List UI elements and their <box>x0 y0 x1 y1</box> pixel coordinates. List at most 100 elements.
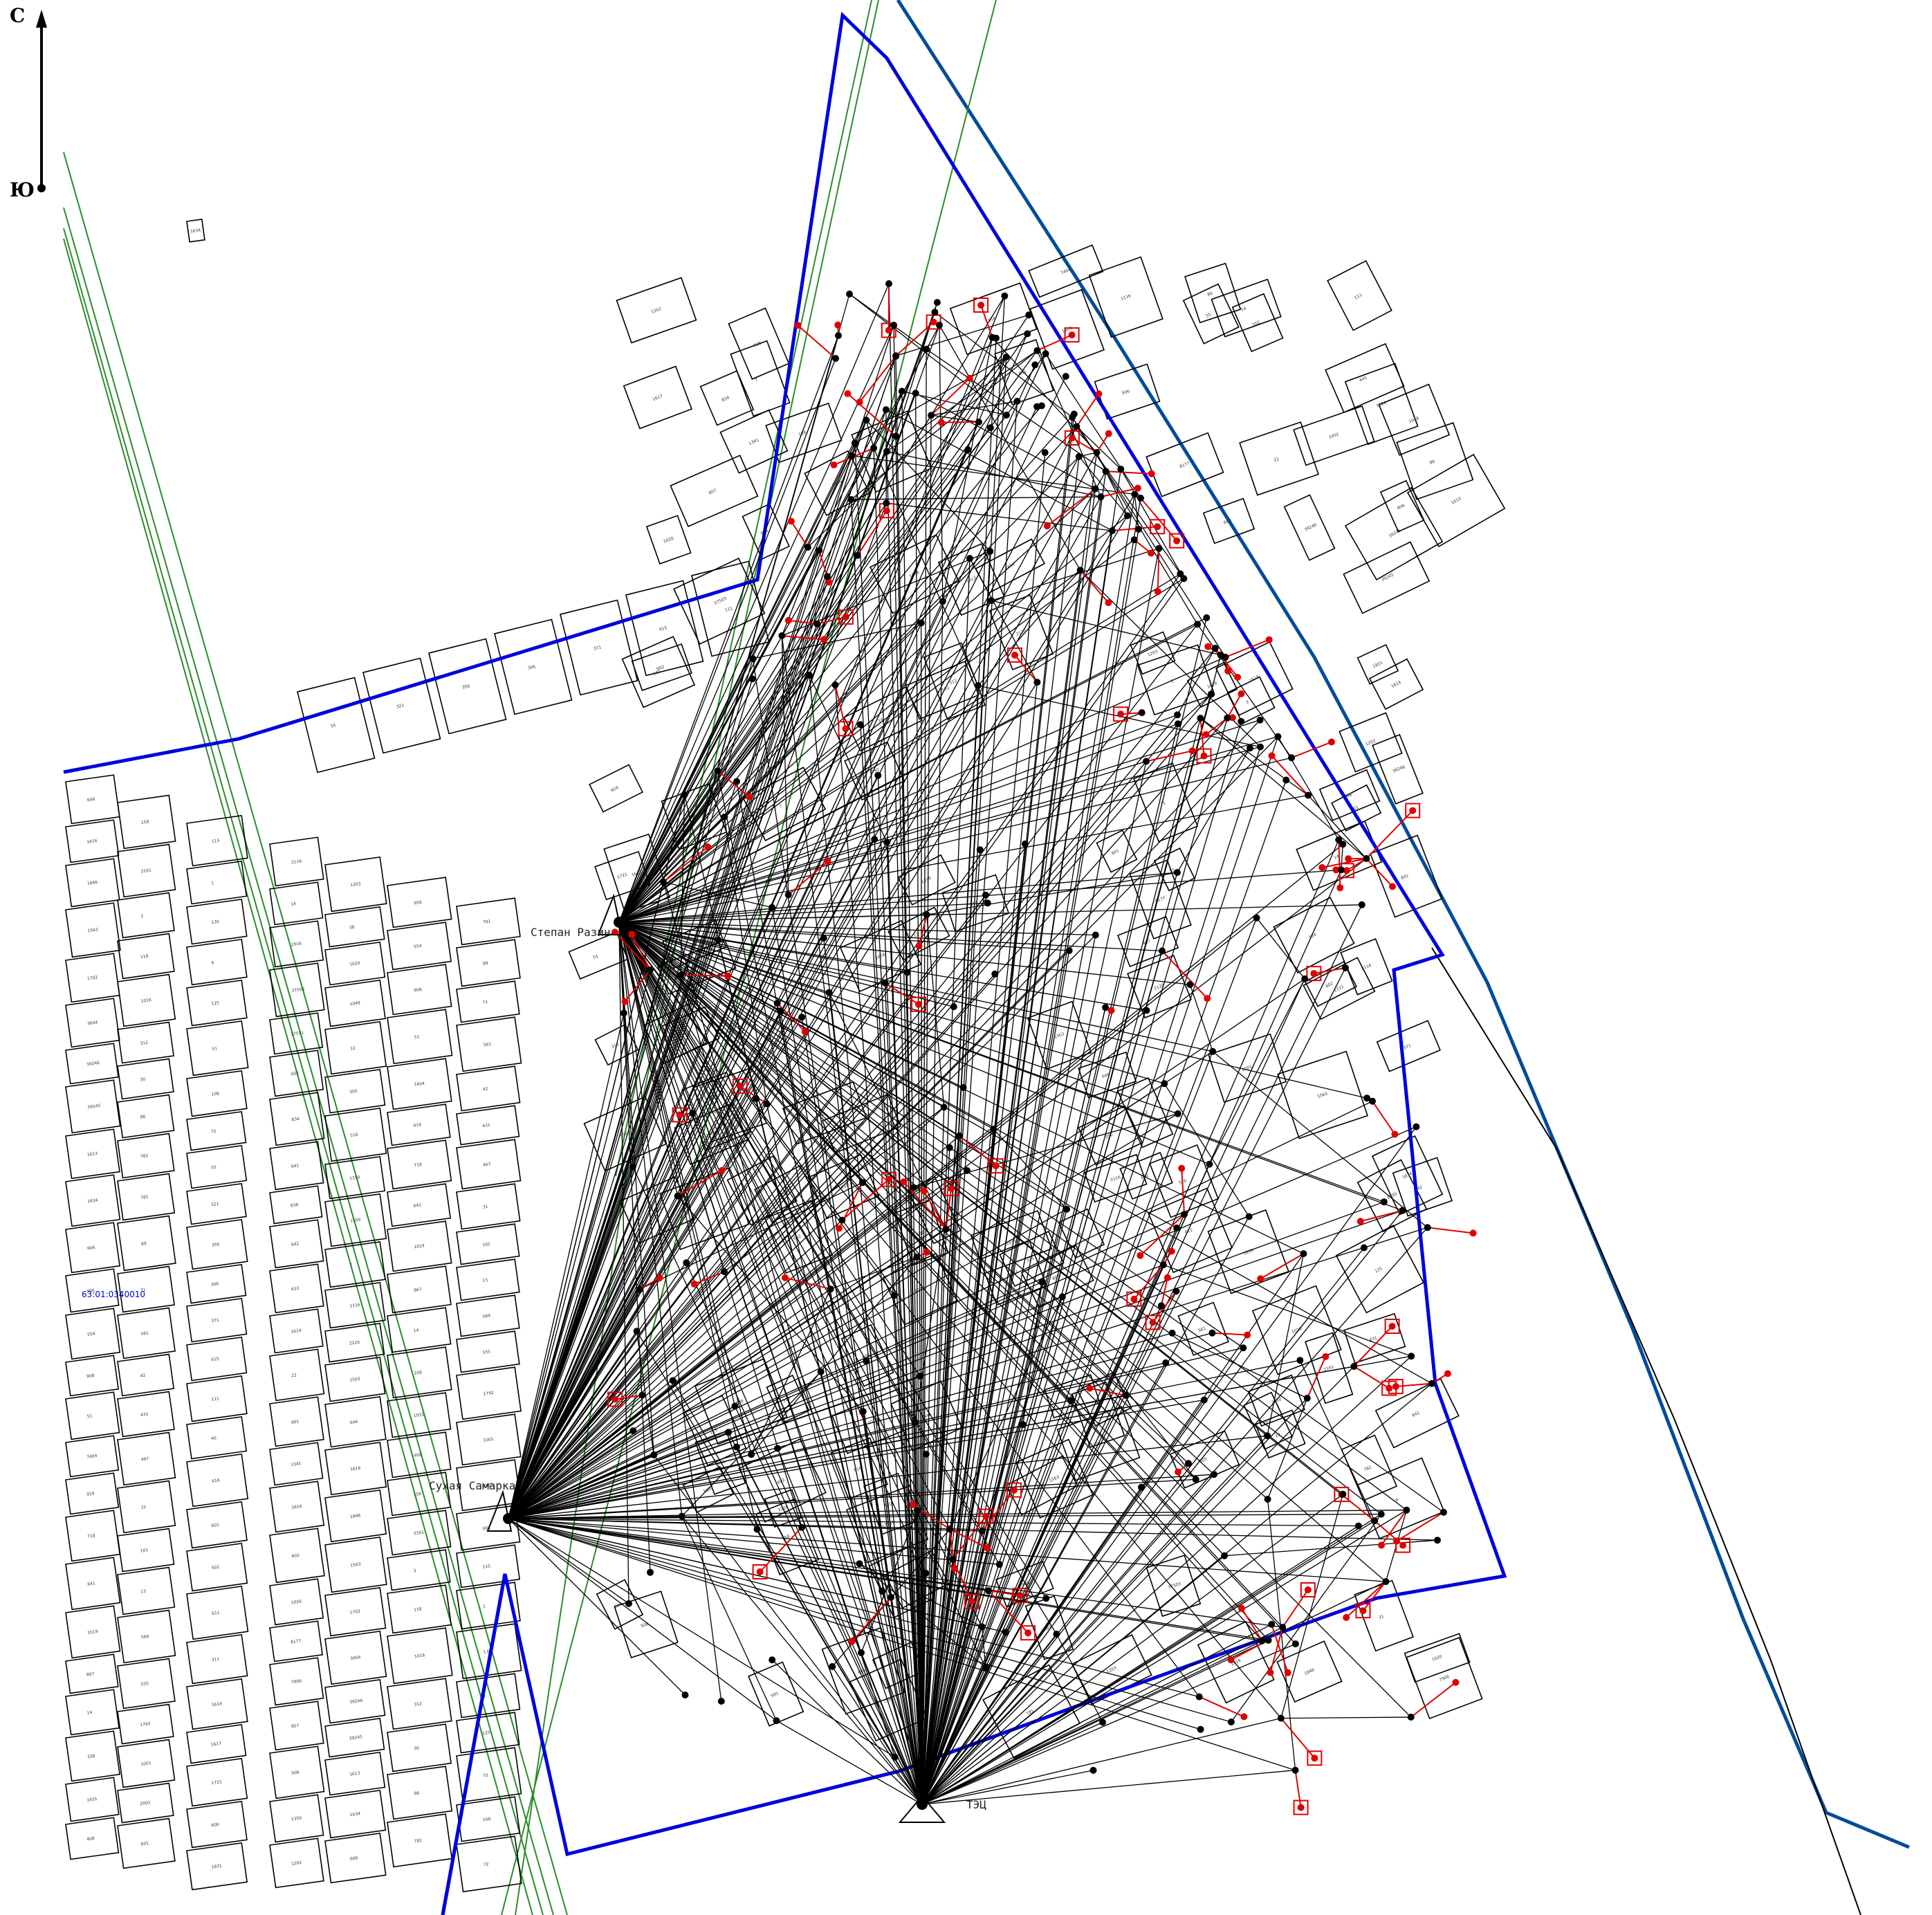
parcel-number: 14 <box>1240 306 1247 312</box>
survey-point <box>1172 1288 1180 1295</box>
parcel-number: 1001 <box>483 1437 494 1443</box>
parcel-number: 55 <box>1205 312 1212 319</box>
secondary-point <box>1311 1754 1318 1762</box>
parcel-number: 51 <box>414 1034 420 1040</box>
north-arrow-icon: С Ю <box>10 4 47 201</box>
parcel-number: 1702 <box>349 1609 360 1615</box>
survey-point <box>1337 866 1345 874</box>
survey-point <box>636 1285 644 1293</box>
survey-point <box>689 1110 697 1117</box>
parcel-number: 130 <box>211 919 219 926</box>
survey-point <box>885 280 892 287</box>
survey-point <box>959 1084 967 1091</box>
survey-point <box>1221 1552 1229 1559</box>
parcel-number: 1831 <box>211 1864 222 1870</box>
survey-point <box>1303 1395 1311 1402</box>
parcel-number: 1616 <box>291 1504 302 1510</box>
parcel-number: 2120 <box>349 1340 360 1346</box>
parcel-number: 2001 <box>483 1483 494 1489</box>
parcel-number: 1203 <box>1147 649 1159 657</box>
parcel-number: 371 <box>211 1318 219 1324</box>
parcel-number: 919 <box>413 1122 421 1128</box>
survey-point <box>1117 466 1125 473</box>
survey-point <box>1131 491 1139 498</box>
survey-point <box>1380 1198 1388 1206</box>
survey-point <box>831 681 839 688</box>
parcel-number: 3604 <box>87 1020 98 1026</box>
parcel-number: 14 <box>413 1328 419 1333</box>
secondary-point <box>787 517 795 525</box>
survey-point <box>991 970 999 978</box>
parcel-number: 505 <box>770 1691 779 1698</box>
survey-point <box>1042 1595 1050 1602</box>
parcel-number: 1202 <box>291 1860 302 1867</box>
secondary-point <box>801 1028 809 1036</box>
secondary-point <box>966 374 973 382</box>
survey-point <box>784 891 792 899</box>
survey-point <box>1208 1329 1216 1337</box>
survey-point <box>638 1391 646 1399</box>
parcel-number: 158 <box>140 819 149 825</box>
secondary-point <box>1204 995 1211 1002</box>
parcel-number: 1203 <box>350 881 361 888</box>
parcel-number: 1341 <box>748 437 760 446</box>
survey-point <box>1291 1766 1299 1774</box>
survey-point <box>1428 1380 1435 1387</box>
survey-point <box>1024 330 1031 338</box>
parcel-number: 118 <box>896 1579 905 1586</box>
secondary-point <box>1068 331 1076 339</box>
parcel-number: 611 <box>1184 1227 1193 1235</box>
survey-points <box>611 280 1477 1811</box>
parcel-number: 39246 <box>1392 764 1406 774</box>
survey-point <box>1203 614 1211 621</box>
secondary-point <box>1318 864 1326 871</box>
parcel-number: 1503 <box>1061 326 1073 334</box>
survey-point <box>1407 1714 1415 1721</box>
parcel-number: 431 <box>482 1123 490 1129</box>
survey-point <box>922 1450 930 1458</box>
parcel-number: 1702 <box>87 975 98 981</box>
parcel-number: 467 <box>483 1162 491 1168</box>
parcel-number: 611 <box>914 1286 923 1294</box>
parcel-number: 1616 <box>1249 675 1260 684</box>
parcel-number: 51 <box>592 953 599 960</box>
parcel-number: 1 <box>483 1604 486 1609</box>
parcel-number: 1001 <box>140 1761 151 1767</box>
survey-point <box>890 1292 898 1299</box>
secondary-point <box>756 1568 764 1575</box>
parcel-number: 7 <box>778 803 783 809</box>
secondary-point <box>1389 883 1396 890</box>
parcel-number: 561 <box>140 1330 149 1337</box>
survey-point <box>1155 544 1163 552</box>
secondary-point <box>1393 1537 1400 1545</box>
station-label: Сухая Самарка <box>429 1479 515 1492</box>
secondary-point <box>1345 855 1352 863</box>
parcel-number: 38 <box>1076 1231 1083 1238</box>
south-label: Ю <box>10 178 35 201</box>
parcel-number: 89 <box>141 1241 147 1247</box>
parcel-number: 1613 <box>1451 496 1462 506</box>
secondary-point <box>784 616 792 624</box>
survey-point <box>975 419 982 425</box>
secondary-point <box>1154 523 1161 531</box>
survey-point <box>882 406 890 414</box>
survey-point <box>988 597 995 605</box>
survey-point <box>773 1717 780 1725</box>
secondary-point <box>984 1544 991 1552</box>
survey-point <box>988 333 996 341</box>
parcel-number: 31 <box>1378 1614 1385 1620</box>
survey-point <box>769 1656 776 1664</box>
parcel-number: 125 <box>211 1000 219 1007</box>
survey-point <box>1159 1261 1167 1269</box>
survey-rays <box>508 283 1444 1805</box>
secondary-point <box>1322 1353 1330 1360</box>
secondary-point <box>1238 1604 1245 1612</box>
parcel-number: 1503 <box>349 1377 360 1383</box>
survey-point <box>914 1507 921 1514</box>
survey-point <box>1033 347 1041 354</box>
survey-point <box>883 448 890 455</box>
survey-point <box>1123 1392 1130 1400</box>
survey-point <box>1031 361 1039 369</box>
parcel-number: 1116 <box>349 1303 360 1309</box>
parcel-number: 12 <box>350 1046 356 1052</box>
